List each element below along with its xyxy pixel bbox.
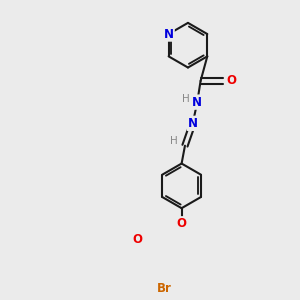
Text: N: N [188, 117, 198, 130]
Text: Br: Br [157, 282, 172, 295]
Text: O: O [226, 74, 236, 87]
Text: H: H [182, 94, 190, 104]
Text: O: O [177, 217, 187, 230]
Text: H: H [170, 136, 178, 146]
Text: N: N [164, 28, 174, 40]
Text: O: O [133, 233, 142, 246]
Text: N: N [192, 96, 202, 109]
